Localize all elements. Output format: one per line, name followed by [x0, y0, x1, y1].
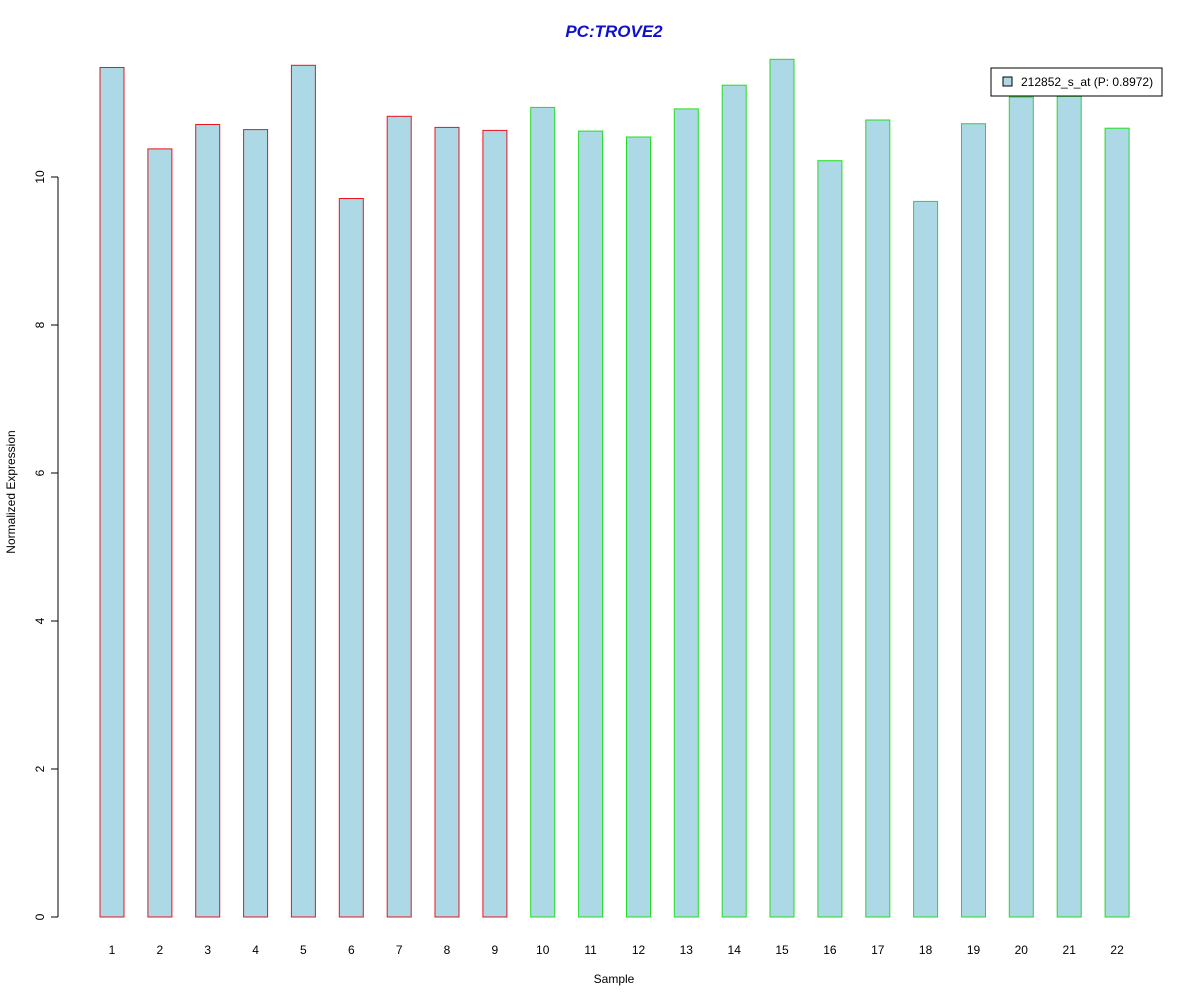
bars [99, 58, 1130, 918]
x-axis-label: Sample [594, 972, 635, 986]
x-tick-label: 6 [348, 943, 355, 957]
x-tick-label: 18 [919, 943, 933, 957]
x-tick-label: 19 [967, 943, 981, 957]
x-tick-label: 13 [680, 943, 694, 957]
bar-sample-1 [99, 67, 125, 918]
bar-sample-12 [626, 136, 651, 918]
bar-sample-7 [386, 115, 412, 918]
bar-sample-16 [817, 160, 843, 918]
x-tick-label: 5 [300, 943, 307, 957]
x-tick-label: 2 [157, 943, 164, 957]
x-tick-label: 14 [728, 943, 742, 957]
x-tick-label: 8 [444, 943, 451, 957]
bar-sample-6 [338, 198, 364, 918]
bar-sample-11 [578, 130, 604, 918]
chart-title: PC:TROVE2 [565, 22, 663, 41]
x-tick-label: 17 [871, 943, 885, 957]
bar-sample-5 [290, 64, 316, 918]
y-tick-label: 10 [33, 170, 47, 184]
bar-sample-8 [434, 126, 460, 918]
x-tick-label: 12 [632, 943, 646, 957]
legend-label: 212852_s_at (P: 0.8972) [1021, 75, 1153, 89]
legend-swatch [1002, 76, 1013, 87]
x-tick-label: 15 [775, 943, 789, 957]
bar-sample-10 [530, 106, 556, 918]
x-tick-label: 1 [109, 943, 116, 957]
x-tick-label: 10 [536, 943, 550, 957]
bar-sample-15 [769, 58, 795, 918]
bar-sample-9 [482, 129, 508, 918]
legend-box [990, 67, 1163, 97]
y-tick-label: 6 [33, 469, 47, 476]
x-tick-label: 3 [204, 943, 211, 957]
bar-sample-18 [913, 200, 939, 918]
bar-sample-20 [1008, 96, 1034, 918]
x-tick-label: 16 [823, 943, 837, 957]
x-tick-label: 4 [252, 943, 259, 957]
y-tick-label: 8 [33, 321, 47, 328]
y-axis: 0 2 4 6 8 10 [33, 170, 59, 920]
bar-sample-22 [1104, 127, 1130, 918]
bar-sample-3 [195, 124, 221, 918]
y-axis-label: Normalized Expression [4, 430, 18, 553]
bar-sample-19 [961, 123, 986, 918]
bar-sample-17 [865, 119, 891, 918]
bar-sample-21 [1056, 95, 1082, 918]
y-tick-label: 0 [33, 913, 47, 920]
y-tick-label: 2 [33, 765, 47, 772]
bar-sample-14 [721, 84, 747, 918]
bar-sample-2 [147, 148, 173, 918]
x-tick-label: 20 [1015, 943, 1029, 957]
x-axis-ticks: 1 2 3 4 5 6 7 8 9 10 11 12 13 14 15 16 17 18 19 20 21 22 [109, 943, 1124, 957]
x-tick-label: 11 [584, 943, 597, 957]
x-tick-label: 22 [1110, 943, 1124, 957]
x-tick-label: 9 [492, 943, 499, 957]
legend: 212852_s_at (P: 0.8972) [990, 67, 1163, 97]
x-tick-label: 21 [1063, 943, 1077, 957]
x-tick-label: 7 [396, 943, 403, 957]
bar-sample-4 [243, 129, 269, 918]
bar-sample-13 [673, 108, 699, 918]
y-tick-label: 4 [33, 617, 47, 624]
